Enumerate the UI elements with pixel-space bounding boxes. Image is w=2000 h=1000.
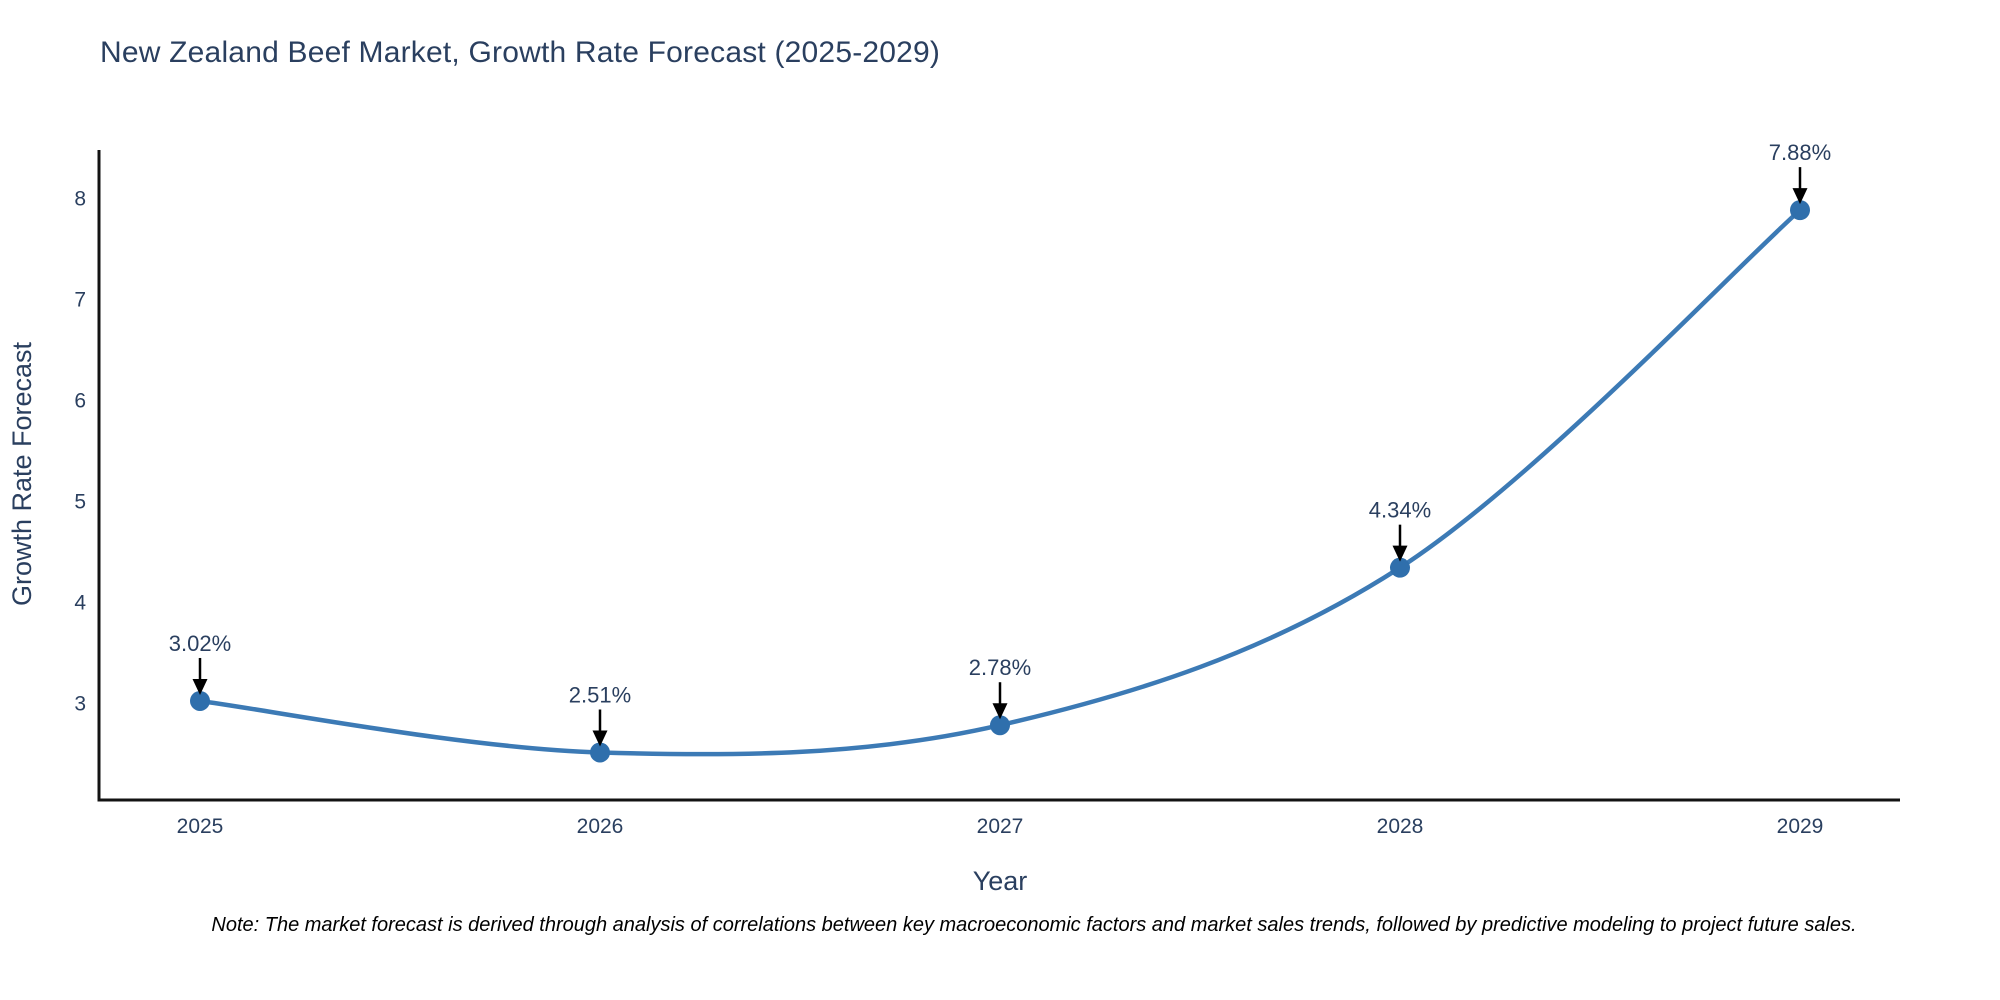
- data-point-marker: [190, 690, 210, 711]
- x-tick-label: 2026: [577, 815, 624, 838]
- x-tick-label: 2028: [1377, 815, 1424, 838]
- y-tick-label: 4: [74, 592, 86, 615]
- y-tick-label: 3: [74, 693, 86, 716]
- annotation-arrowhead-icon: [1392, 545, 1408, 562]
- annotation-arrowhead-icon: [1792, 188, 1808, 205]
- annotation-arrowhead-icon: [592, 730, 608, 747]
- y-tick-label: 8: [74, 188, 86, 211]
- annotation-arrowhead-icon: [992, 703, 1008, 720]
- point-value-label: 7.88%: [1769, 140, 1831, 165]
- point-value-label: 3.02%: [169, 631, 231, 656]
- point-value-label: 2.78%: [969, 655, 1031, 680]
- chart-title: New Zealand Beef Market, Growth Rate For…: [100, 36, 941, 69]
- x-axis-title: Year: [973, 866, 1028, 896]
- x-tick-label: 2029: [1777, 815, 1824, 838]
- point-value-label: 2.51%: [569, 682, 631, 707]
- data-point-marker: [990, 715, 1010, 736]
- data-point-marker: [1790, 200, 1810, 221]
- point-value-label: 4.34%: [1369, 498, 1431, 523]
- annotation-arrowhead-icon: [192, 678, 208, 695]
- y-tick-label: 5: [74, 491, 86, 514]
- y-tick-label: 7: [74, 289, 86, 312]
- data-point-marker: [590, 742, 610, 763]
- y-tick-label: 6: [74, 390, 86, 413]
- y-axis-title: Growth Rate Forecast: [7, 341, 37, 606]
- x-tick-label: 2025: [177, 815, 224, 838]
- x-tick-label: 2027: [977, 815, 1024, 838]
- data-point-marker: [1390, 557, 1410, 578]
- footnote: Note: The market forecast is derived thr…: [211, 914, 1857, 936]
